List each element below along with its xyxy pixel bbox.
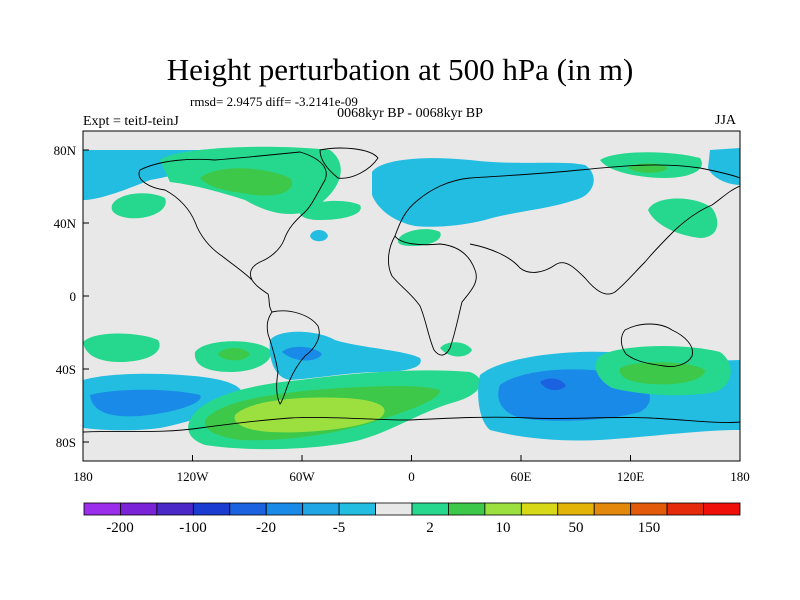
africa-coast: [388, 235, 477, 356]
lon-label: 120E: [617, 469, 645, 484]
lat-label: 80S: [56, 435, 76, 450]
australia-coast: [620, 323, 693, 367]
colorbar-box: [375, 502, 413, 516]
plot-title: Height perturbation at 500 hPa (in m): [166, 52, 634, 87]
coastlines: [83, 147, 740, 433]
season-label: JJA: [715, 113, 737, 128]
colorbar-label: -200: [106, 520, 134, 536]
greenland-coast: [319, 147, 379, 179]
south-america-negative: [269, 331, 421, 380]
colorbar-box: [520, 502, 559, 516]
lat-label: 40S: [56, 362, 76, 377]
colorbar-box: [302, 502, 340, 516]
mediterranean-positive: [397, 229, 441, 246]
australia-positive-core: [619, 362, 705, 385]
lat-label: 40N: [54, 216, 77, 231]
colorbar-label: 50: [569, 520, 584, 536]
lon-label: 180: [730, 469, 750, 484]
colorbar-box: [703, 502, 741, 516]
colorbar-box: [265, 502, 304, 516]
east-asia-positive-north-core: [628, 163, 668, 173]
colorbar-label: -100: [179, 520, 207, 536]
colorbar-label: -20: [256, 520, 276, 536]
colorbar-box: [666, 502, 704, 516]
south-pacific-positive-west: [83, 333, 160, 362]
colorbar-label: 2: [426, 520, 434, 536]
colorbar-label: 150: [638, 520, 661, 536]
south-america-coast: [266, 310, 320, 405]
atlantic-negative-spot: [310, 230, 328, 242]
lon-label: 60E: [511, 469, 532, 484]
north-america-positive-core: [200, 168, 292, 196]
colorbar-box: [630, 502, 668, 516]
rmsd-diff-stats: rmsd= 2.9475 diff= -3.2141e-09: [190, 94, 358, 109]
colorbar-box: [192, 502, 231, 516]
period-subtitle: 0068kyr BP - 0068kyr BP: [337, 106, 483, 121]
antarctica-coast: [83, 416, 740, 433]
colorbar-label: -5: [333, 520, 346, 536]
colorbar-box: [448, 502, 486, 516]
colorbar-label: 10: [496, 520, 511, 536]
colorbar: [83, 502, 741, 516]
lat-ticks: [83, 149, 89, 443]
colorbar-box: [411, 502, 449, 516]
colorbar-box: [83, 502, 121, 516]
colorbar-box: [484, 502, 522, 516]
atlantic-positive: [299, 200, 361, 220]
lat-label: 80N: [54, 143, 77, 158]
colorbar-box: [338, 502, 376, 516]
colorbar-box: [593, 502, 632, 516]
colorbar-box: [156, 502, 194, 516]
japan-positive: [648, 198, 718, 238]
asia-coast: [469, 185, 740, 295]
lon-label: 180: [73, 469, 93, 484]
lat-label: 0: [70, 289, 77, 304]
europe-coast: [394, 164, 740, 237]
indian-ocean-negative-deep: [540, 378, 566, 391]
colorbar-box: [557, 502, 595, 516]
eurasia-negative-band: [372, 158, 594, 227]
south-pacific-positive-east-core: [218, 348, 250, 361]
lon-label: 60W: [289, 469, 315, 484]
alaska-positive: [111, 193, 166, 219]
experiment-label: Expt = teitJ-teinJ: [83, 114, 179, 129]
southern-ocean-positive-core: [234, 397, 385, 433]
north-america-coast: [138, 151, 327, 313]
south-africa-positive: [440, 342, 472, 357]
lon-label: 0: [408, 469, 415, 484]
colorbar-box: [120, 502, 158, 516]
southern-ocean-negative-west-core: [90, 389, 201, 417]
lon-label: 120W: [177, 469, 210, 484]
lon-ticks: [82, 455, 741, 461]
colorbar-box: [229, 502, 267, 516]
